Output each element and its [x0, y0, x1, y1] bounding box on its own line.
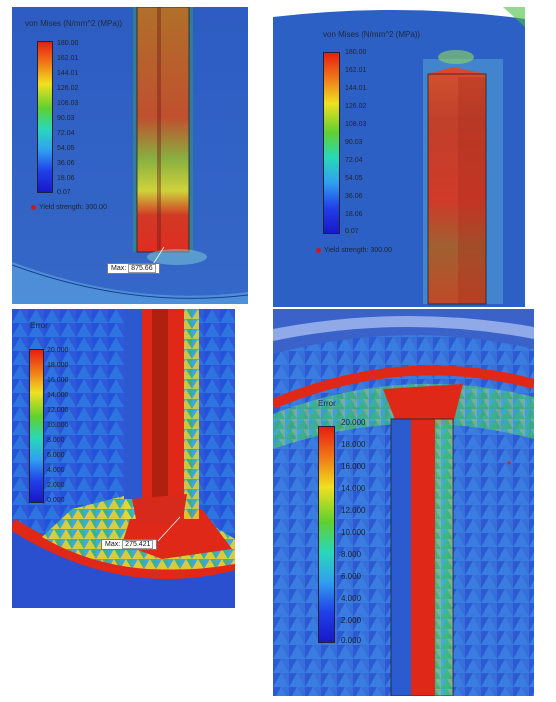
tick-label: 14.000	[47, 392, 69, 399]
tick-label: 144.01	[57, 70, 79, 77]
tick-label: 12.000	[341, 506, 366, 515]
tick-label: 36.06	[57, 160, 75, 167]
max-value-callout: Max: 875.66	[107, 263, 160, 274]
tick-label: 18.06	[57, 175, 75, 182]
tick-label: 20.000	[47, 347, 69, 354]
tick-label: 180.00	[345, 49, 367, 56]
color-scale-bar	[323, 52, 340, 234]
tick-label: 0.07	[345, 228, 359, 235]
tick-label: 90.03	[57, 115, 75, 122]
error-render-bottom-left	[12, 309, 235, 608]
tick-label: 4.000	[47, 467, 65, 474]
tick-label: 4.000	[341, 594, 362, 603]
tick-label: 54.05	[57, 145, 75, 152]
tick-label: 18.06	[345, 211, 363, 218]
max-value: 875.66	[128, 264, 156, 273]
yield-strength-label: Yield strength: 300.00	[31, 204, 107, 211]
tick-label: 2.000	[47, 482, 65, 489]
tick-label: 18.000	[341, 440, 366, 449]
color-scale-bar	[37, 41, 53, 193]
tick-label: 36.06	[345, 193, 363, 200]
tick-label: 8.000	[47, 437, 65, 444]
tick-label: 162.01	[57, 55, 79, 62]
legend-title: Error	[318, 399, 336, 408]
tick-label: 6.000	[341, 572, 362, 581]
tick-label: 0.000	[341, 636, 362, 645]
tick-label: 12.000	[47, 407, 69, 414]
tick-label: 16.000	[341, 462, 366, 471]
tick-label: 10.000	[341, 528, 366, 537]
tick-label: 126.02	[57, 85, 79, 92]
yield-strength-label: Yield strength: 300.00	[316, 247, 392, 254]
stress-render-top-left	[12, 7, 248, 304]
tick-label: 6.000	[47, 452, 65, 459]
error-plot-bottom-left: Error 20.000 18.000 16.000 14.000 12.000…	[12, 309, 235, 608]
error-render-bottom-right	[273, 309, 534, 696]
tick-label: 16.000	[47, 377, 69, 384]
yield-marker-icon	[316, 247, 321, 253]
tick-label: 18.000	[47, 362, 69, 369]
tick-label: 72.04	[345, 157, 363, 164]
tick-label: 0.07	[57, 189, 71, 196]
tick-label: 180.00	[57, 40, 79, 47]
tick-label: 126.02	[345, 103, 367, 110]
tick-label: 90.03	[345, 139, 363, 146]
tick-label: 54.05	[345, 175, 363, 182]
tick-label: 162.01	[345, 67, 367, 74]
tick-label: 108.03	[345, 121, 367, 128]
stress-plot-top-left: von Mises (N/mm^2 (MPa)) 180.00 162.01 1…	[12, 7, 248, 304]
max-value-callout: Max: 275.421	[101, 539, 158, 550]
tick-label: 20.000	[341, 418, 366, 427]
tick-label: 72.04	[57, 130, 75, 137]
tick-label: 10.000	[47, 422, 69, 429]
stress-render-top-right	[273, 7, 525, 307]
tick-label: 0.000	[47, 497, 65, 504]
color-scale-bar	[29, 349, 44, 503]
legend-title: von Mises (N/mm^2 (MPa))	[25, 19, 123, 28]
stress-plot-top-right: von Mises (N/mm^2 (MPa)) 180.00 162.01 1…	[273, 7, 525, 307]
error-plot-bottom-right: Error 20.000 18.000 16.000 14.000 12.000…	[273, 309, 534, 696]
tick-label: 108.03	[57, 100, 79, 107]
tick-label: 2.000	[341, 616, 362, 625]
max-value: 275.421	[122, 540, 154, 549]
legend-title: von Mises (N/mm^2 (MPa))	[323, 30, 421, 39]
tick-label: 8.000	[341, 550, 362, 559]
tick-label: 144.01	[345, 85, 367, 92]
color-scale-bar	[318, 426, 335, 643]
legend-title: Error	[30, 321, 48, 330]
yield-marker-icon	[31, 204, 36, 210]
tick-label: 14.000	[341, 484, 366, 493]
